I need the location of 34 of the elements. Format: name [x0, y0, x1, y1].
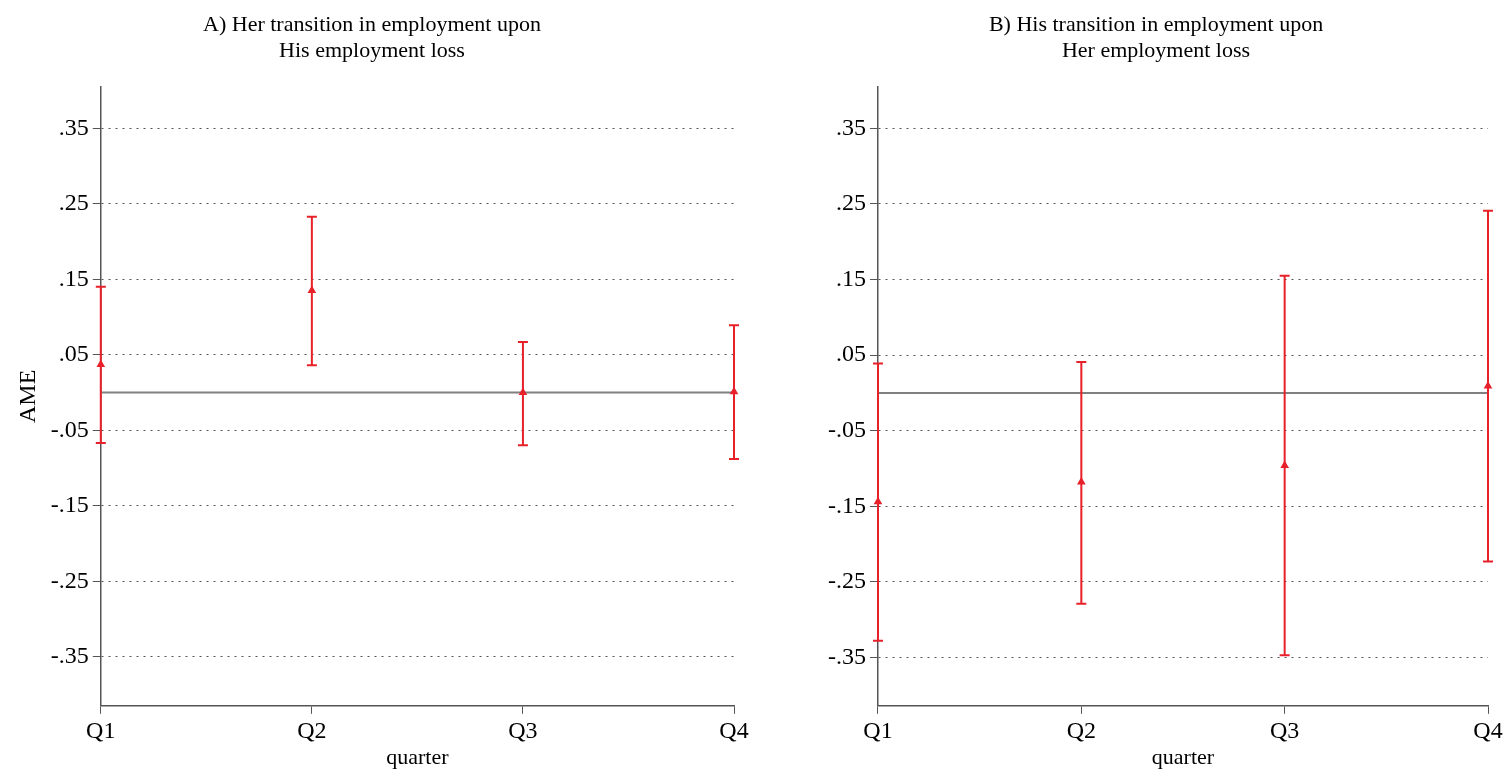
y-tick-label: .25: [835, 189, 866, 216]
x-axis-title: quarter: [1151, 743, 1215, 769]
point: [1077, 477, 1086, 485]
x-tick-label: Q3: [508, 717, 538, 744]
y-tick-label: -.35: [50, 642, 89, 669]
point: [1280, 460, 1289, 468]
point: [518, 387, 528, 396]
x-tick-label: Q2: [1066, 717, 1096, 744]
y-tick-label: -.05: [827, 415, 866, 442]
y-tick-label: .25: [58, 189, 89, 216]
x-axis-title: quarter: [386, 743, 450, 769]
point: [307, 285, 317, 294]
y-tick-label: .35: [58, 113, 89, 140]
y-tick-label: .05: [835, 340, 866, 367]
chart-title: A) Her transition in employment upon His employment loss: [203, 10, 541, 63]
x-tick-label: Q1: [86, 717, 116, 744]
y-tick-label: -.05: [50, 415, 89, 442]
y-tick-label: .15: [835, 264, 866, 291]
chart-title: B) His transition in employment upon Her employment loss: [988, 10, 1324, 63]
x-tick-label: Q4: [719, 717, 749, 744]
y-tick-label: -.25: [50, 566, 89, 593]
x-tick-label: Q2: [297, 717, 327, 744]
y-tick-label: .35: [835, 113, 866, 140]
point: [1483, 381, 1493, 389]
x-tick-label: Q4: [1473, 717, 1503, 744]
x-tick-label: Q3: [1269, 717, 1300, 744]
y-tick-label: .15: [58, 264, 89, 291]
x-tick-label: Q1: [863, 717, 893, 744]
y-tick-label: -.35: [827, 642, 866, 669]
y-tick-label: .05: [58, 340, 89, 367]
y-tick-label: -.25: [827, 567, 866, 594]
y-tick-label: -.15: [827, 491, 866, 518]
y-tick-label: -.15: [50, 491, 89, 518]
y-axis-title: AME: [13, 369, 40, 423]
